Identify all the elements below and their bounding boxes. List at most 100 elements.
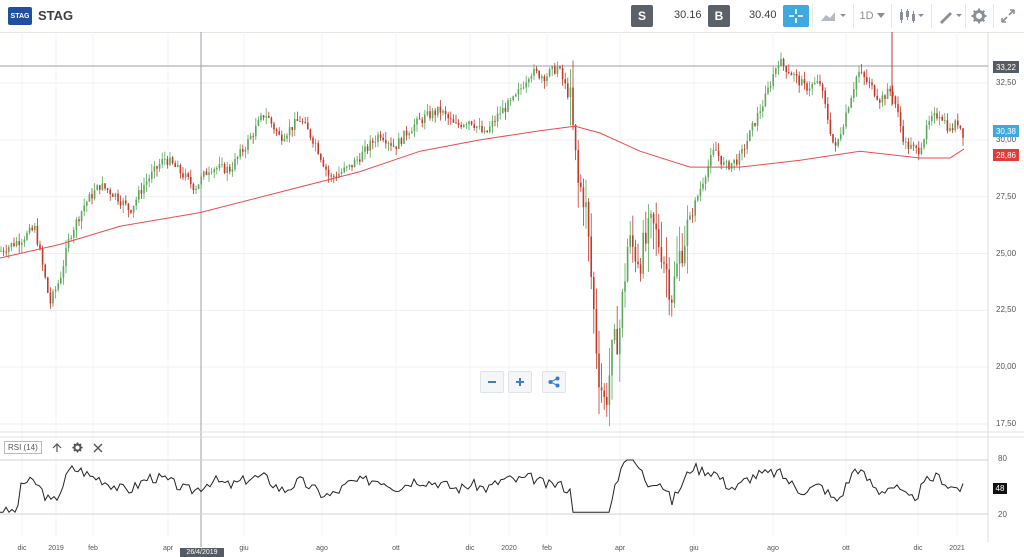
candle-body — [283, 138, 286, 142]
candle-body — [226, 166, 228, 174]
fullscreen-button[interactable] — [997, 5, 1019, 27]
price-axis-label: 30,00 — [996, 134, 1017, 144]
candle-body — [47, 277, 49, 293]
candle-body — [67, 238, 70, 248]
candle-body — [114, 193, 117, 197]
candle-body — [299, 121, 301, 122]
gear-icon — [971, 8, 987, 24]
candle-body — [421, 119, 423, 124]
candle-body — [743, 148, 746, 150]
candle-body — [242, 149, 244, 152]
date-axis-label: ott — [392, 545, 400, 552]
share-button[interactable] — [542, 371, 566, 393]
candle-body — [247, 139, 249, 150]
candle-body — [819, 80, 821, 85]
arrow-up-icon[interactable] — [52, 442, 62, 453]
candle-body — [808, 88, 811, 91]
candle-body — [385, 140, 387, 144]
close-icon[interactable] — [93, 443, 103, 453]
price-chart[interactable] — [0, 32, 1024, 557]
candle-body — [270, 117, 273, 124]
timeframe-dropdown[interactable]: 1D — [857, 5, 887, 27]
candle-body — [530, 75, 533, 79]
candle-body — [707, 166, 709, 178]
drawing-tools-button[interactable] — [935, 5, 965, 27]
chart-style-button[interactable] — [817, 5, 849, 27]
candle-body — [28, 227, 31, 233]
candle-body — [348, 164, 351, 167]
settings-button[interactable] — [968, 5, 990, 27]
price-axis-label: 22,50 — [996, 305, 1017, 315]
moving-average-line — [0, 125, 965, 259]
candle-body — [847, 107, 850, 113]
candle-body — [829, 119, 832, 135]
candle-body — [132, 205, 135, 213]
candle-body — [34, 225, 36, 231]
candle-body — [2, 250, 5, 252]
gear-icon[interactable] — [72, 442, 83, 453]
candle-body — [325, 166, 327, 170]
candle-body — [637, 261, 639, 265]
candle-body — [236, 156, 239, 159]
candle-body — [39, 244, 41, 249]
candle-body — [824, 90, 826, 104]
candle-body — [652, 213, 655, 224]
candle-body — [15, 241, 18, 246]
candle-body — [140, 190, 143, 194]
candle-body — [907, 141, 910, 149]
candle-body — [894, 96, 897, 105]
zoom-in-button[interactable] — [508, 371, 532, 393]
candle-body — [691, 215, 694, 217]
candle-body — [533, 68, 535, 76]
toolbar-divider — [812, 4, 813, 28]
candle-body — [335, 176, 338, 178]
candle-body — [746, 141, 748, 150]
zoom-out-button[interactable] — [480, 371, 504, 393]
candle-body — [54, 289, 57, 292]
candle-body — [632, 235, 634, 247]
candle-body — [208, 172, 210, 175]
candle-body — [785, 65, 787, 73]
candle-body — [645, 232, 647, 244]
candle-body — [431, 110, 434, 119]
candle-body — [444, 110, 447, 115]
candle-body — [845, 112, 847, 127]
rsi-label[interactable]: RSI (14) — [4, 441, 42, 454]
candle-body — [834, 142, 837, 146]
candle-body — [892, 91, 894, 97]
candle-body — [837, 139, 839, 146]
candle-body — [728, 161, 730, 170]
sell-label: S — [637, 9, 646, 23]
candle-body — [333, 176, 335, 177]
candle-body — [73, 230, 75, 238]
candle-body — [502, 107, 504, 114]
candle-body — [216, 167, 218, 170]
candle-body — [509, 99, 512, 101]
candle-body — [561, 68, 564, 80]
moving-average-value: 28,86 — [995, 150, 1017, 160]
candle-body — [629, 235, 631, 247]
candle-body — [655, 223, 657, 230]
candle-body — [156, 166, 158, 169]
sell-button[interactable]: S — [631, 5, 653, 27]
candle-body — [811, 84, 813, 89]
candle-body — [5, 251, 7, 253]
candle-body — [229, 166, 231, 172]
candle-body — [151, 171, 153, 179]
candle-body — [751, 123, 754, 131]
candle-body — [496, 113, 499, 122]
candle-body — [93, 190, 96, 199]
candle-body — [223, 163, 226, 174]
candle-body — [122, 200, 124, 206]
candle-body — [723, 162, 725, 165]
crosshair-tool-button[interactable] — [783, 5, 809, 27]
candle-body — [379, 134, 382, 138]
buy-button[interactable]: B — [708, 5, 730, 27]
date-axis-label: ott — [842, 545, 850, 552]
candle-body — [639, 264, 642, 274]
candle-body — [239, 149, 241, 157]
candle-body — [268, 116, 270, 118]
candle-body — [338, 173, 340, 178]
indicators-button[interactable] — [895, 5, 927, 27]
candle-body — [642, 232, 644, 274]
